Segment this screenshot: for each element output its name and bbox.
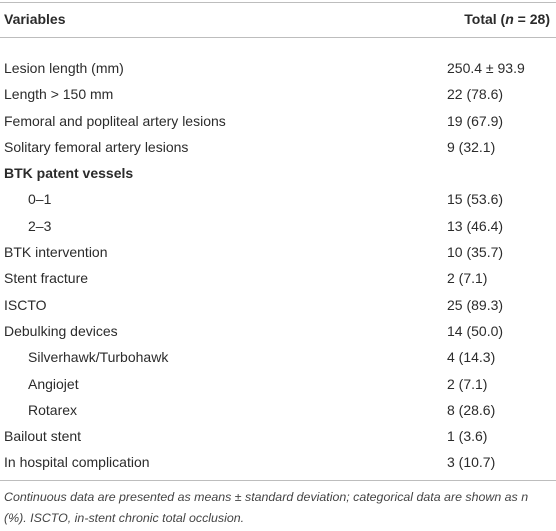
row-value: 14 (50.0) bbox=[447, 322, 504, 339]
footnote: Continuous data are presented as means ±… bbox=[4, 490, 529, 525]
row-label: Length > 150 mm bbox=[4, 86, 114, 103]
row-label: Femoral and popliteal artery lesions bbox=[4, 112, 226, 129]
table-row: Debulking devices 14 (50.0) bbox=[0, 318, 556, 344]
row-value: 250.4 ± 93.9 bbox=[447, 60, 525, 76]
row-label: BTK patent vessels bbox=[4, 165, 134, 182]
table-row: Femoral and popliteal artery lesions 19 (… bbox=[0, 108, 556, 134]
row-value: 19 (67.9) bbox=[447, 112, 504, 129]
row-value: 13 (46.4) bbox=[447, 217, 504, 234]
row-label: Angiojet bbox=[28, 375, 79, 392]
row-label: 2–3 bbox=[28, 217, 52, 234]
table-row: Stent fracture 2 (7.1) bbox=[0, 265, 556, 291]
row-value: 15 (53.6) bbox=[447, 191, 504, 208]
table-row: ISCTO 25 (89.3) bbox=[0, 292, 556, 318]
row-value: 8 (28.6) bbox=[447, 401, 496, 418]
row-label: Silverhawk/Turbohawk bbox=[28, 349, 169, 366]
row-label: Stent fracture bbox=[4, 270, 89, 287]
header-cell: Variables bbox=[4, 11, 66, 27]
table-row: Lesion length (mm) 250.4 ± 93.9 bbox=[0, 55, 556, 81]
row-value: 9 (32.1) bbox=[447, 138, 496, 155]
table-row: BTK patent vessels bbox=[0, 160, 556, 186]
table-row: Solitary femoral artery lesions 9 (32.1) bbox=[0, 134, 556, 160]
table-row: Rotarex 8 (28.6) bbox=[0, 397, 556, 423]
row-label: BTK intervention bbox=[4, 244, 108, 261]
row-value: 2 (7.1) bbox=[447, 375, 488, 392]
row-label: Bailout stent bbox=[4, 428, 82, 445]
table-row: Silverhawk/Turbohawk 4 (14.3) bbox=[0, 344, 556, 370]
table-row: Length > 150 mm 22 (78.6) bbox=[0, 81, 556, 107]
row-value: 1 (3.6) bbox=[447, 428, 488, 445]
bottom-rule bbox=[0, 480, 556, 481]
row-value: 25 (89.3) bbox=[447, 296, 504, 313]
row-label: Rotarex bbox=[28, 401, 78, 418]
header-cell: Total (n = 28) bbox=[464, 11, 550, 27]
header-text: = 28) bbox=[513, 11, 550, 27]
row-value: 4 (14.3) bbox=[447, 349, 496, 366]
header-text: Total ( bbox=[464, 11, 506, 27]
header-text: n bbox=[505, 11, 514, 27]
table-row: 0–1 15 (53.6) bbox=[0, 186, 556, 212]
table-row: In hospital complication 3 (10.7) bbox=[0, 449, 556, 475]
row-value: 22 (78.6) bbox=[447, 86, 504, 103]
table-row: Bailout stent 1 (3.6) bbox=[0, 423, 556, 449]
table-row: Angiojet 2 (7.1) bbox=[0, 371, 556, 397]
row-label: 0–1 bbox=[28, 191, 52, 208]
row-value: 2 (7.1) bbox=[447, 270, 488, 287]
row-value: 3 (10.7) bbox=[447, 454, 496, 471]
table-body: Lesion length (mm) 250.4 ± 93.9 Length > 1… bbox=[0, 55, 556, 476]
row-label: Solitary femoral artery lesions bbox=[4, 138, 189, 155]
table-row: BTK intervention 10 (35.7) bbox=[0, 239, 556, 265]
row-label: Lesion length (mm) bbox=[4, 60, 124, 76]
table-row: 2–3 13 (46.4) bbox=[0, 213, 556, 239]
table-header: Variables Total (n = 28) bbox=[0, 2, 556, 38]
row-value: 10 (35.7) bbox=[447, 244, 504, 261]
row-label: In hospital complication bbox=[4, 454, 150, 471]
row-label: ISCTO bbox=[4, 296, 47, 313]
row-label: Debulking devices bbox=[4, 322, 118, 339]
